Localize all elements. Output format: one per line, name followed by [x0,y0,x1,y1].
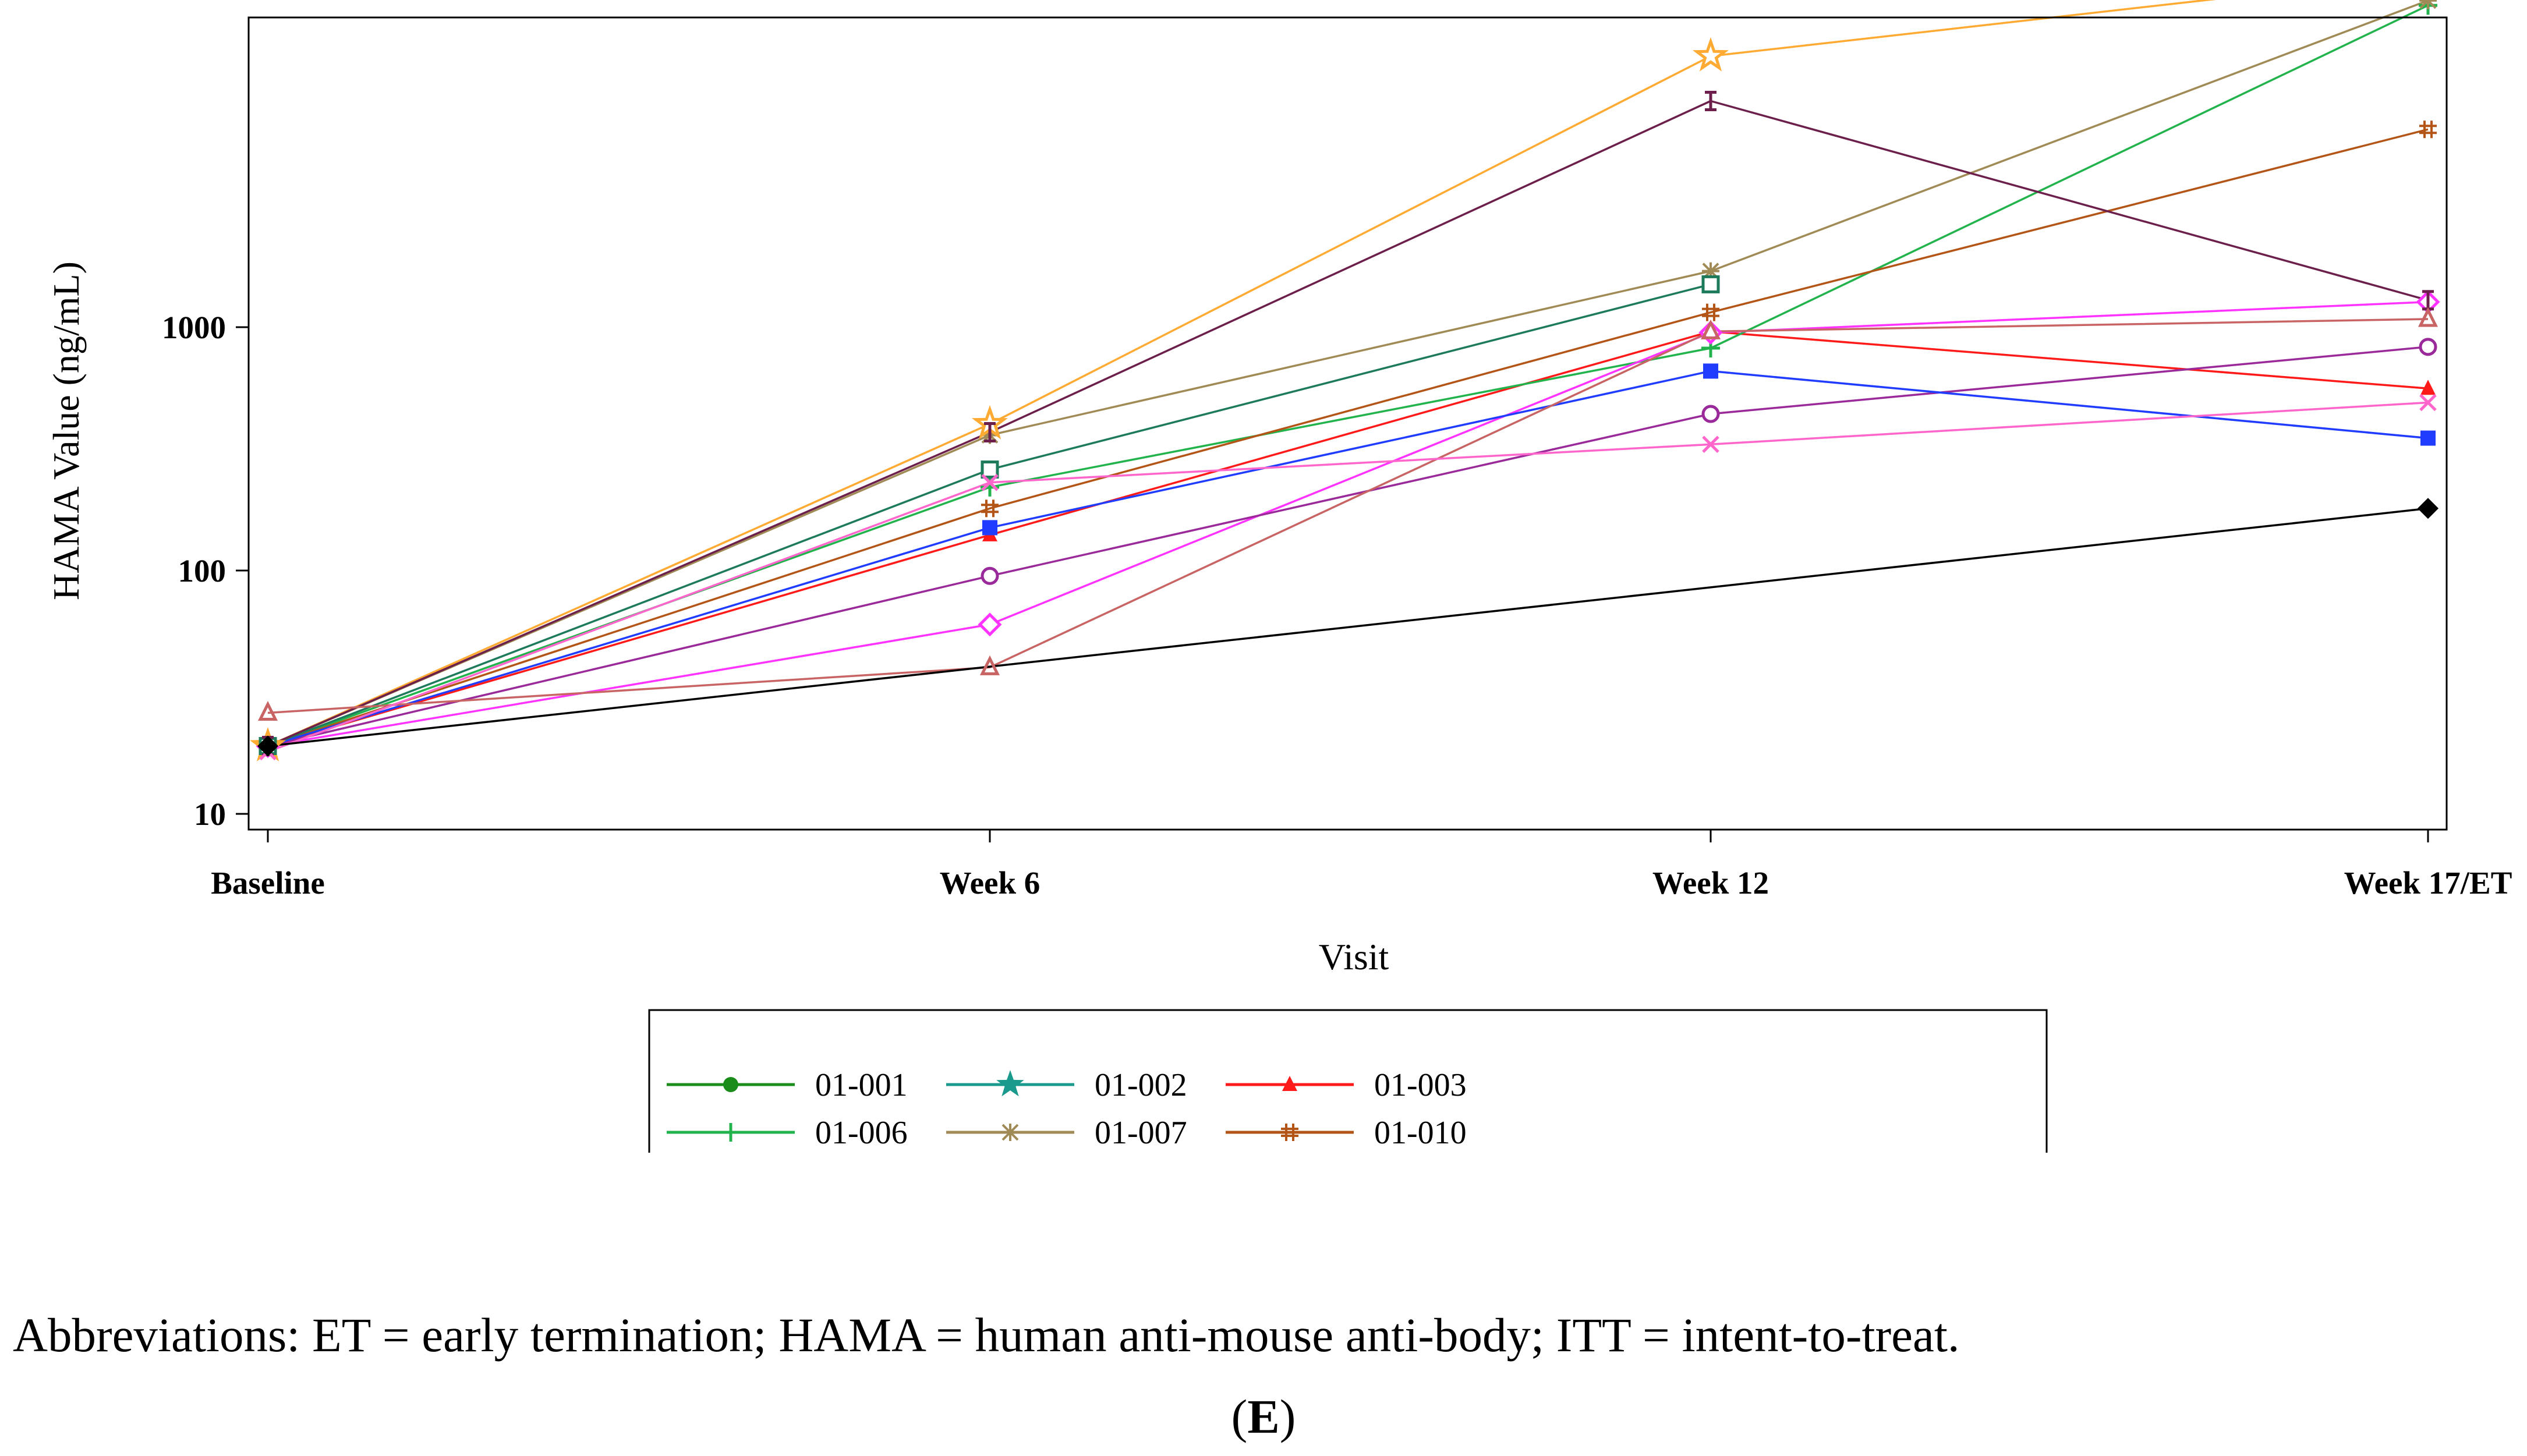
x-tick-label-week-12: Week 12 [1652,865,1769,901]
series-line-01-003 [267,330,2429,748]
legend-label-01-002: 01-002 [1095,1067,1187,1103]
legend-marker-01-006 [721,1123,740,1142]
legend-frame [648,1009,2048,1153]
plot-frame [247,16,2448,831]
series-line-unlabeled-12 [267,100,2429,748]
legend-entry-01-006: 01-006 [667,1115,908,1151]
x-tick-label-week-6: Week 6 [940,865,1040,901]
series-line-unlabeled-10 [267,370,2429,748]
panel-label: (E) [0,1388,2527,1444]
point-01-003-week-17-et [2420,380,2436,395]
point-unlabeled-13-week-17-et [2418,307,2438,327]
series-line-unlabeled-15 [267,507,2429,748]
abbreviations-footnote: Abbreviations: ET = early termination; H… [13,1308,1960,1362]
legend-label-01-003: 01-003 [1374,1067,1467,1103]
x-axis: Baseline Week 6 Week 12 Week 17/ET [211,830,2512,901]
series-line-01-014 [267,300,2429,748]
legend-items: 01-00101-00201-00301-00601-00701-01001-0… [667,1067,1467,1151]
plot-lines [267,0,2429,753]
point-01-010-week-12 [1702,303,1719,321]
legend: 01-00101-00201-00301-00601-00701-01001-0… [648,1009,2048,1153]
x-tick-label-week-17-et: Week 17/ET [2344,865,2512,901]
series-line-unlabeled-11 [267,283,1711,748]
point-unlabeled-12-week-6 [984,421,996,442]
point-unlabeled-11-week-12 [1701,275,1720,293]
legend-entry-01-001: 01-001 [667,1067,908,1103]
point-unlabeled-10-week-17-et [2420,430,2436,446]
point-unlabeled-15-week-17-et [2418,498,2438,519]
series-line-02-002 [267,0,2217,748]
legend-label-01-001: 01-001 [815,1067,908,1103]
legend-entry-01-007: 01-007 [946,1115,1187,1151]
y-tick-label-10: 10 [194,796,226,832]
plot-markers [249,0,2440,761]
x-axis-title: Visit [1319,936,1389,977]
legend-marker-01-007 [1001,1124,1019,1141]
point-02-001-week-6 [981,566,999,585]
point-unlabeled-12-week-12 [1705,91,1716,112]
point-01-010-week-17-et [2419,121,2437,139]
series-line-unlabeled-14 [267,401,2429,753]
y-tick-label-100: 100 [178,553,226,589]
series-line-01-007 [267,0,2429,748]
point-unlabeled-14-week-12 [1702,435,1719,454]
hama-line-chart: Baseline Week 6 Week 12 Week 17/ET 10 100 100… [45,0,2512,1153]
point-01-010-week-6 [981,499,999,518]
point-unlabeled-14-week-6 [981,474,999,491]
point-unlabeled-13-baseline [257,700,278,721]
legend-label-01-006: 01-006 [815,1115,908,1151]
y-axis: 10 100 1000 [162,310,249,832]
series-line-01-010 [267,128,2429,748]
y-tick-label-1000: 1000 [162,310,226,345]
point-unlabeled-13-week-6 [979,655,1000,675]
point-01-014-week-6 [978,612,1002,637]
panel-paren-close: ) [1279,1390,1296,1443]
legend-marker-01-010 [1281,1124,1298,1141]
legend-marker-01-001 [723,1077,738,1092]
panel-paren-open: ( [1231,1390,1248,1443]
legend-marker-01-002 [996,1070,1024,1097]
legend-entry-01-002: 01-002 [946,1067,1187,1103]
point-02-001-week-17-et [2419,338,2437,356]
series-line-unlabeled-13 [267,318,2429,714]
series-line-02-001 [267,346,2429,748]
y-axis-title: HAMA Value (ng/mL) [45,261,87,600]
legend-entry-01-003: 01-003 [1226,1067,1467,1103]
legend-label-01-007: 01-007 [1095,1115,1187,1151]
legend-entry-01-010: 01-010 [1226,1115,1467,1151]
point-unlabeled-10-week-6 [982,520,997,536]
point-unlabeled-15-baseline [257,735,278,757]
legend-label-01-010: 01-010 [1374,1115,1467,1151]
panel-letter: E [1247,1390,1280,1443]
point-01-007-week-17-et [2419,0,2437,9]
point-02-001-week-12 [1701,405,1720,423]
series-line-01-006 [267,4,2429,748]
point-unlabeled-11-week-6 [981,460,999,479]
point-unlabeled-10-week-12 [1703,363,1718,379]
x-tick-label-baseline: Baseline [211,865,325,901]
point-unlabeled-14-week-17-et [2419,394,2437,412]
legend-marker-01-003 [1282,1076,1297,1091]
point-02-002-week-12 [1692,37,1729,72]
point-unlabeled-13-week-12 [1700,319,1721,339]
